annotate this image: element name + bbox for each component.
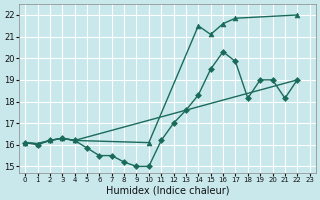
X-axis label: Humidex (Indice chaleur): Humidex (Indice chaleur) — [106, 186, 229, 196]
